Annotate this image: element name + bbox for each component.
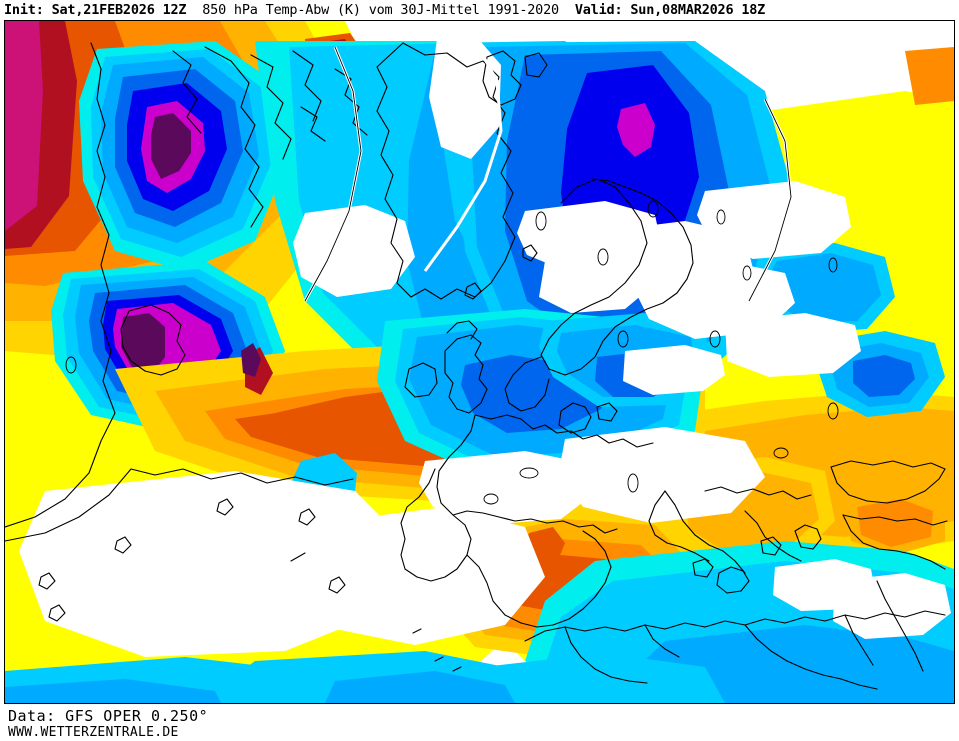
data-source-label: Data: GFS OPER 0.250° xyxy=(8,707,209,725)
map-header: Init: Sat,21FEB2026 12Z 850 hPa Temp-Abw… xyxy=(0,0,959,20)
header-init-label: Init: xyxy=(4,2,44,18)
website-url-label: WWW.WETTERZENTRALE.DE xyxy=(8,725,179,740)
header-init-value: Sat,21FEB2026 12Z xyxy=(51,2,187,18)
header-valid-label: Valid: xyxy=(574,2,623,18)
map-footer: Data: GFS OPER 0.250° WWW.WETTERZENTRALE… xyxy=(0,705,959,741)
header-valid-value: Sun,08MAR2026 18Z xyxy=(630,2,766,18)
map-anomaly-field[interactable] xyxy=(5,21,954,703)
map-frame[interactable] xyxy=(4,20,955,704)
header-text-line: Init: Sat,21FEB2026 12Z 850 hPa Temp-Abw… xyxy=(4,1,765,19)
header-field-title: 850 hPa Temp-Abw (K) vom 30J-Mittel 1991… xyxy=(202,2,559,18)
